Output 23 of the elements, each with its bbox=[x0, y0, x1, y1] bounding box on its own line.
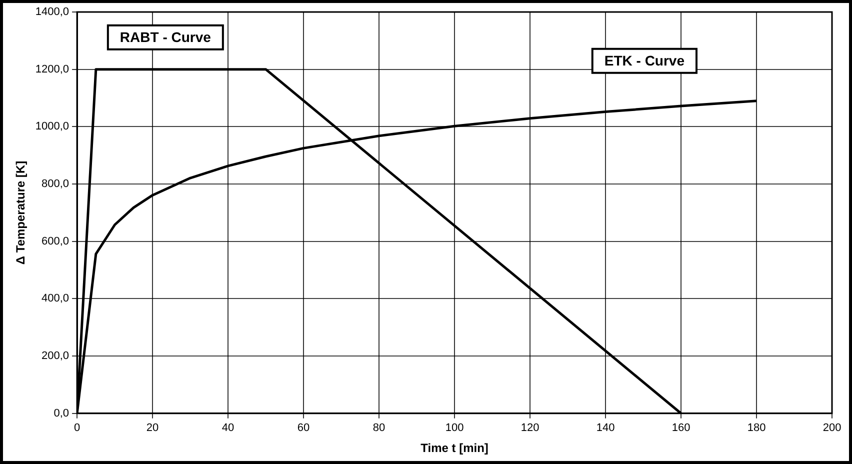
x-tick-label: 120 bbox=[520, 422, 540, 434]
x-tick-label: 20 bbox=[146, 422, 159, 434]
x-axis-title: Time t [min] bbox=[420, 441, 488, 456]
text: ETK - Curve bbox=[604, 52, 685, 69]
y-tick-label: 800,0 bbox=[42, 178, 70, 190]
x-tick-label: 160 bbox=[672, 422, 690, 434]
y-tick-label: 0,0 bbox=[54, 407, 70, 420]
y-tick-label: 1000,0 bbox=[35, 120, 70, 133]
x-tick-label: 200 bbox=[822, 422, 842, 434]
y-tick-label: 1400,0 bbox=[35, 6, 70, 18]
y-tick-label: 200,0 bbox=[42, 350, 70, 362]
x-tick-label: 0 bbox=[74, 422, 80, 434]
series-label: RABT - Curve bbox=[120, 29, 212, 46]
y-tick-label: 600,0 bbox=[42, 235, 70, 248]
x-tick-label: 40 bbox=[222, 422, 234, 434]
x-tick-label: 60 bbox=[297, 422, 310, 434]
y-axis-title: Δ Temperature [K] bbox=[14, 160, 28, 265]
y-tick-label: 1200,0 bbox=[35, 63, 70, 76]
x-tick-label: 180 bbox=[747, 422, 766, 434]
x-tick-label: 140 bbox=[596, 422, 615, 434]
y-tick-label: 400,0 bbox=[42, 292, 70, 305]
x-tick-label: 80 bbox=[372, 422, 386, 434]
x-tick-label: 100 bbox=[445, 422, 464, 434]
